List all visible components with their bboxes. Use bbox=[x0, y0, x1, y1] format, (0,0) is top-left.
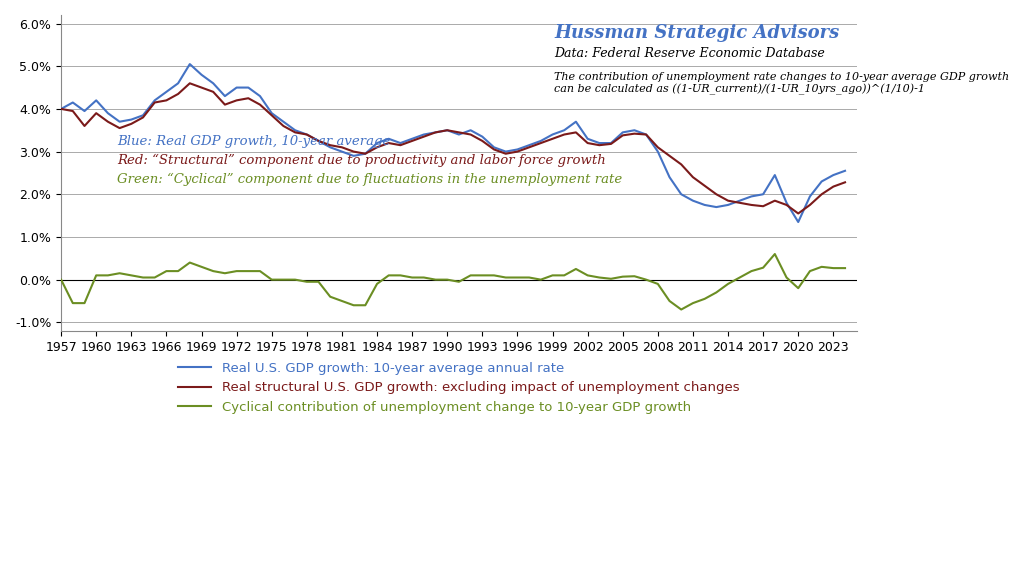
Real U.S. GDP growth: 10-year average annual rate: (2e+03, 0.032): 10-year average annual rate: (2e+03, 0.0… bbox=[593, 139, 606, 146]
Line: Cyclical contribution of unemployment change to 10-year GDP growth: Cyclical contribution of unemployment ch… bbox=[62, 254, 845, 309]
Real structural U.S. GDP growth: excluding impact of unemployment changes: (2.02e+03, 0.0172): excluding impact of unemployment changes… bbox=[757, 203, 770, 210]
Real structural U.S. GDP growth: excluding impact of unemployment changes: (1.96e+03, 0.04): excluding impact of unemployment changes… bbox=[55, 105, 68, 112]
Text: The contribution of unemployment rate changes to 10-year average GDP growth
can : The contribution of unemployment rate ch… bbox=[555, 72, 1010, 95]
Text: Hussman Strategic Advisors: Hussman Strategic Advisors bbox=[555, 24, 839, 43]
Real structural U.S. GDP growth: excluding impact of unemployment changes: (2.02e+03, 0.0155): excluding impact of unemployment changes… bbox=[792, 210, 805, 217]
Cyclical contribution of unemployment change to 10-year GDP growth bbox=[581, 272, 593, 279]
Real U.S. GDP growth: 10-year average annual rate: (2.02e+03, 0.0255): 10-year average annual rate: (2.02e+03, … bbox=[838, 168, 851, 175]
Cyclical contribution of unemployment change to 10-year GDP growth bbox=[675, 306, 688, 313]
Cyclical contribution of unemployment change to 10-year GDP growth bbox=[757, 264, 770, 271]
Real structural U.S. GDP growth: excluding impact of unemployment changes: (2e+03, 0.0315): excluding impact of unemployment changes… bbox=[593, 142, 606, 149]
Real U.S. GDP growth: 10-year average annual rate: (1.97e+03, 0.0505): 10-year average annual rate: (1.97e+03, … bbox=[183, 60, 196, 67]
Real structural U.S. GDP growth: excluding impact of unemployment changes: (2.02e+03, 0.0228): excluding impact of unemployment changes… bbox=[838, 179, 851, 186]
Real structural U.S. GDP growth: excluding impact of unemployment changes: (1.97e+03, 0.046): excluding impact of unemployment changes… bbox=[183, 80, 196, 87]
Cyclical contribution of unemployment change to 10-year GDP growth bbox=[687, 300, 699, 306]
Text: Data: Federal Reserve Economic Database: Data: Federal Reserve Economic Database bbox=[555, 47, 825, 59]
Line: Real structural U.S. GDP growth: excluding impact of unemployment changes: Real structural U.S. GDP growth: excludi… bbox=[62, 84, 845, 214]
Real U.S. GDP growth: 10-year average annual rate: (1.96e+03, 0.04): 10-year average annual rate: (1.96e+03, … bbox=[55, 105, 68, 112]
Real U.S. GDP growth: 10-year average annual rate: (2.02e+03, 0.02): 10-year average annual rate: (2.02e+03, … bbox=[757, 191, 770, 198]
Real structural U.S. GDP growth: excluding impact of unemployment changes: (2.02e+03, 0.0185): excluding impact of unemployment changes… bbox=[769, 197, 781, 204]
Real U.S. GDP growth: 10-year average annual rate: (2.01e+03, 0.035): 10-year average annual rate: (2.01e+03, … bbox=[628, 127, 641, 134]
Real structural U.S. GDP growth: excluding impact of unemployment changes: (2.01e+03, 0.0342): excluding impact of unemployment changes… bbox=[628, 130, 641, 137]
Cyclical contribution of unemployment change to 10-year GDP growth bbox=[617, 273, 629, 280]
Real U.S. GDP growth: 10-year average annual rate: (2.02e+03, 0.018): 10-year average annual rate: (2.02e+03, … bbox=[780, 199, 792, 206]
Cyclical contribution of unemployment change to 10-year GDP growth bbox=[769, 251, 781, 257]
Real U.S. GDP growth: 10-year average annual rate: (2.02e+03, 0.0135): 10-year average annual rate: (2.02e+03, … bbox=[792, 218, 805, 225]
Cyclical contribution of unemployment change to 10-year GDP growth bbox=[55, 276, 68, 283]
Cyclical contribution of unemployment change to 10-year GDP growth bbox=[838, 264, 851, 271]
Real structural U.S. GDP growth: excluding impact of unemployment changes: (2.02e+03, 0.0175): excluding impact of unemployment changes… bbox=[780, 202, 792, 209]
Cyclical contribution of unemployment change to 10-year GDP growth bbox=[792, 285, 805, 291]
Real structural U.S. GDP growth: excluding impact of unemployment changes: (2.01e+03, 0.024): excluding impact of unemployment changes… bbox=[687, 174, 699, 181]
Text: Green: “Cyclical” component due to fluctuations in the unemployment rate: Green: “Cyclical” component due to fluct… bbox=[117, 173, 622, 186]
Cyclical contribution of unemployment change to 10-year GDP growth bbox=[780, 274, 792, 281]
Real U.S. GDP growth: 10-year average annual rate: (2.02e+03, 0.0245): 10-year average annual rate: (2.02e+03, … bbox=[769, 172, 781, 179]
Text: Blue: Real GDP growth, 10-year average: Blue: Real GDP growth, 10-year average bbox=[117, 135, 391, 148]
Legend: Real U.S. GDP growth: 10-year average annual rate, Real structural U.S. GDP grow: Real U.S. GDP growth: 10-year average an… bbox=[173, 357, 745, 419]
Text: Red: “Structural” component due to productivity and labor force growth: Red: “Structural” component due to produ… bbox=[117, 154, 606, 167]
Line: Real U.S. GDP growth: 10-year average annual rate: Real U.S. GDP growth: 10-year average an… bbox=[62, 64, 845, 222]
Real U.S. GDP growth: 10-year average annual rate: (2.01e+03, 0.0185): 10-year average annual rate: (2.01e+03, … bbox=[687, 197, 699, 204]
